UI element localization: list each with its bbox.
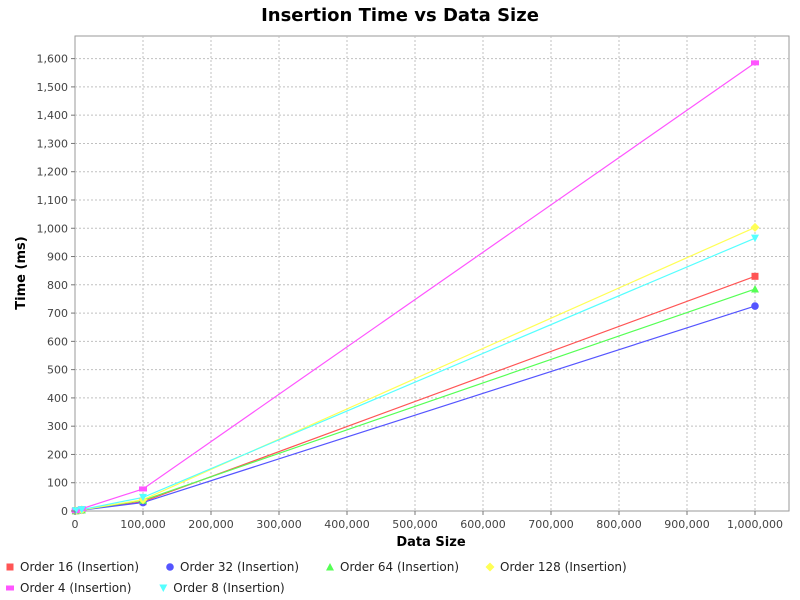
data-point-5-1 xyxy=(77,506,86,514)
y-tick-label: 1,400 xyxy=(37,109,69,122)
x-tick-label: 600,000 xyxy=(460,518,506,531)
x-tick-label: 700,000 xyxy=(528,518,574,531)
legend-label-5: Order 8 (Insertion) xyxy=(173,581,284,595)
chart-title: Insertion Time vs Data Size xyxy=(261,5,539,26)
legend-marker-2 xyxy=(326,563,334,571)
y-tick-label: 800 xyxy=(47,279,68,292)
y-axis-label: Time (ms) xyxy=(14,236,29,309)
x-tick-label: 300,000 xyxy=(256,518,302,531)
y-tick-label: 500 xyxy=(47,364,68,377)
legend-marker-0 xyxy=(6,563,14,571)
y-tick-label: 900 xyxy=(47,251,68,264)
legend-item-5: Order 8 (Insertion) xyxy=(159,581,285,595)
y-tick-label: 600 xyxy=(47,335,68,348)
y-tick-label: 0 xyxy=(61,505,68,518)
y-tick-label: 1,300 xyxy=(37,137,69,150)
x-tick-label: 0 xyxy=(72,518,79,531)
plot-background xyxy=(74,35,790,512)
y-tick-label: 300 xyxy=(47,420,68,433)
x-tick-label: 800,000 xyxy=(596,518,642,531)
legend-label-3: Order 128 (Insertion) xyxy=(500,560,627,574)
y-axis: 0 100 200 300 400 500 600 700 800 900 1,000 1,100 1,… xyxy=(37,53,75,518)
x-tick-label: 900,000 xyxy=(664,518,710,531)
x-axis: 0 100,000 200,000 300,000 400,000 500,000 600,… xyxy=(72,511,783,531)
x-tick-label: 400,000 xyxy=(324,518,370,531)
x-tick-label: 100,000 xyxy=(120,518,166,531)
y-tick-label: 1,200 xyxy=(37,166,69,179)
plot-area xyxy=(71,35,790,516)
legend-item-4: Order 4 (Insertion) xyxy=(6,581,131,595)
legend-marker-1 xyxy=(166,563,174,571)
legend-item-1: Order 32 (Insertion) xyxy=(166,560,299,574)
gridlines xyxy=(75,36,789,511)
legend-item-2: Order 64 (Insertion) xyxy=(326,560,459,574)
y-tick-label: 1,000 xyxy=(37,222,69,235)
y-tick-label: 400 xyxy=(47,392,68,405)
y-tick-label: 200 xyxy=(47,448,68,461)
data-point-5-3 xyxy=(751,234,759,243)
data-point-1-3 xyxy=(751,302,759,310)
legend-marker-4 xyxy=(6,585,14,591)
x-tick-label: 200,000 xyxy=(188,518,234,531)
data-point-4-2 xyxy=(139,486,147,492)
data-point-4-3 xyxy=(751,60,759,66)
data-point-5-0 xyxy=(71,507,80,515)
data-point-5-2 xyxy=(139,493,147,502)
y-tick-label: 1,600 xyxy=(37,53,69,66)
y-tick-label: 1,100 xyxy=(37,194,69,207)
x-axis-label: Data Size xyxy=(396,535,465,550)
y-tick-label: 1,500 xyxy=(37,81,69,94)
data-point-3-3 xyxy=(750,222,760,232)
data-point-2-3 xyxy=(751,285,759,293)
legend-marker-5 xyxy=(159,584,168,592)
y-tick-label: 700 xyxy=(47,307,68,320)
legend-item-0: Order 16 (Insertion) xyxy=(6,560,139,574)
legend-label-1: Order 32 (Insertion) xyxy=(180,560,299,574)
x-tick-label: 1,000,000 xyxy=(727,518,783,531)
legend-label-2: Order 64 (Insertion) xyxy=(340,560,459,574)
legend-marker-3 xyxy=(485,562,495,572)
data-point-0-3 xyxy=(751,272,759,280)
legend-label-4: Order 4 (Insertion) xyxy=(20,581,131,595)
legend-item-3: Order 128 (Insertion) xyxy=(485,560,627,574)
legend: Order 16 (Insertion) Order 32 (Insertion)… xyxy=(6,560,627,595)
y-tick-label: 100 xyxy=(47,477,68,490)
legend-label-0: Order 16 (Insertion) xyxy=(20,560,139,574)
x-tick-label: 500,000 xyxy=(392,518,438,531)
series-markers xyxy=(71,60,760,516)
